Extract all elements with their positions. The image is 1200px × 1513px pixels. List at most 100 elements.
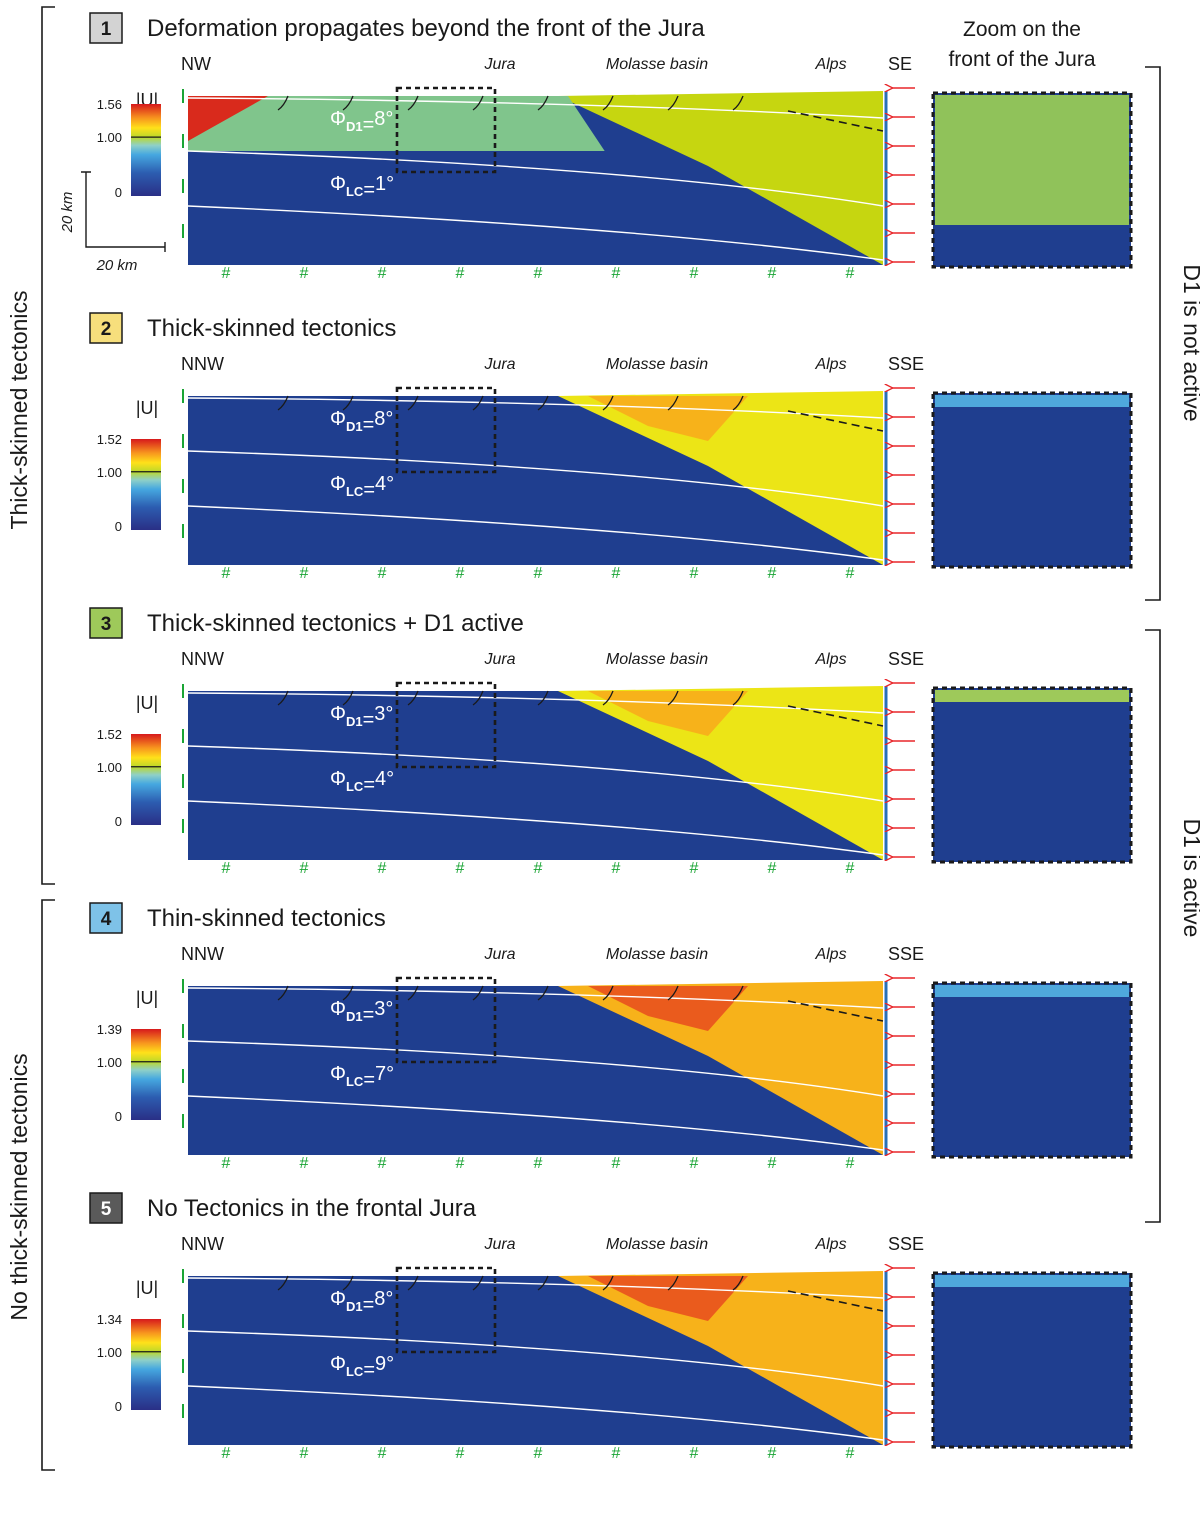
fault-trace: [602, 395, 614, 411]
zoom-region-box: [395, 86, 497, 174]
basement-interface: [187, 1040, 884, 1097]
base-fixed-marker: #: [690, 565, 699, 582]
fault-trace: [407, 95, 419, 111]
scale-bar-vertical-label: 20 km: [59, 192, 76, 234]
lower-crust-interface: [187, 1385, 884, 1441]
region-label-alps: Alps: [814, 651, 846, 668]
colorbar-min-label: 0: [115, 519, 122, 534]
deformation-wedge: [558, 1271, 883, 1445]
colorbar-min-label: 0: [115, 1109, 122, 1124]
deformation-wedge: [558, 391, 883, 565]
fault-trace: [732, 690, 744, 706]
panel-number: 4: [101, 909, 112, 930]
top-interface: [187, 1277, 884, 1299]
colorbar: [131, 1319, 161, 1410]
colorbar-mid-label: 1.00: [97, 1345, 122, 1360]
fault-trace: [472, 395, 484, 411]
panel-number: 5: [101, 1199, 112, 1220]
basement-interface: [187, 1330, 884, 1387]
fault-trace: [342, 985, 354, 1001]
region-label-jura: Jura: [483, 946, 515, 963]
basement-interface: [187, 150, 884, 207]
fault-trace: [277, 690, 289, 706]
zoom-region-box: [395, 386, 497, 474]
fault-trace: [277, 395, 289, 411]
fault-trace: [537, 395, 549, 411]
fault-trace: [602, 1275, 614, 1291]
colorbar: [131, 1029, 161, 1120]
colorbar-mid-label: 1.00: [97, 465, 122, 480]
panel-4: 4 Thin-skinned tectonics NNW SSE Jura Molasse…: [89, 902, 1133, 1172]
colorbar-max-label: 1.39: [97, 1022, 122, 1037]
cross-section: [187, 686, 884, 860]
scale-bar-ticks: [81, 171, 166, 252]
fault-trace: [537, 1275, 549, 1291]
base-fixed-marker: #: [846, 1445, 855, 1462]
zoom-inset-body: [933, 1273, 1131, 1447]
fault-trace: [472, 690, 484, 706]
region-label-alps: Alps: [814, 356, 846, 373]
fault-trace: [667, 395, 679, 411]
colorbar-min-label: 0: [115, 1399, 122, 1414]
panel-title: Thin-skinned tectonics: [147, 905, 386, 932]
direction-right-label: SSE: [888, 354, 924, 374]
zoom-inset: [931, 981, 1133, 1159]
base-fixed-marker: #: [222, 1445, 231, 1462]
base-fixed-marker: #: [768, 1155, 777, 1172]
top-interface: [187, 397, 884, 419]
lower-crust-interface: [187, 800, 884, 856]
zoom-inset-body: [933, 983, 1131, 1157]
base-fixed-marker: #: [846, 565, 855, 582]
cross-section: [187, 91, 884, 265]
bracket-thick-skinned: [41, 6, 55, 885]
colorbar: [131, 104, 161, 196]
base-fixed-marker: #: [846, 265, 855, 282]
basement-region: [188, 151, 658, 261]
region-label-alps: Alps: [814, 946, 846, 963]
zoom-inset-frame: [931, 91, 1133, 269]
base-fixed-marker: #: [222, 860, 231, 877]
fault-trace: [667, 95, 679, 111]
direction-left-label: NW: [181, 54, 211, 74]
panel-number: 1: [101, 19, 112, 40]
basement-interface: [187, 745, 884, 802]
panel-title: Thick-skinned tectonics: [147, 315, 396, 342]
colorbar-mid-label: 1.00: [97, 130, 122, 145]
base-fixed-marker: #: [456, 860, 465, 877]
direction-left-label: NNW: [181, 354, 224, 374]
zoom-inset-body: [933, 393, 1131, 567]
panel-2: 2 Thick-skinned tectonics NNW SSE Jura Molass…: [89, 312, 1133, 582]
cross-section: [187, 981, 884, 1155]
panel-badge: [89, 902, 123, 934]
fault-trace: [732, 985, 744, 1001]
zoom-surface-layer: [935, 395, 1129, 407]
basement-interface: [187, 450, 884, 507]
colorbar-title: |U|: [136, 988, 158, 1008]
detachment-trace: [787, 1290, 884, 1312]
base-fixed-marker: #: [768, 1445, 777, 1462]
direction-right-label: SSE: [888, 1234, 924, 1254]
colorbar-mid-label: 1.00: [97, 760, 122, 775]
base-fixed-marker: #: [534, 1445, 543, 1462]
direction-right-label: SE: [888, 54, 912, 74]
base-fixed-marker: #: [300, 565, 309, 582]
base-fixed-marker: #: [690, 860, 699, 877]
bracket-d1-active: [1145, 629, 1161, 1223]
fault-trace: [667, 1275, 679, 1291]
colorbar: [131, 734, 161, 825]
base-fixed-marker: #: [690, 1445, 699, 1462]
base-fixed-marker: #: [612, 860, 621, 877]
base-fixed-marker: #: [846, 860, 855, 877]
base-fixed-marker: #: [300, 1155, 309, 1172]
zoom-surface-layer: [935, 985, 1129, 997]
colorbar-mid-label: 1.00: [97, 1055, 122, 1070]
base-fixed-marker: #: [378, 860, 387, 877]
zoom-surface-layer: [935, 690, 1129, 702]
zoom-inset: [931, 1271, 1133, 1449]
colorbar-max-label: 1.52: [97, 432, 122, 447]
fault-trace: [537, 985, 549, 1001]
fault-trace: [667, 690, 679, 706]
direction-left-label: NNW: [181, 649, 224, 669]
panel-5: 5 No Tectonics in the frontal Jura NNW SSE J…: [89, 1192, 1133, 1462]
fault-trace: [407, 985, 419, 1001]
